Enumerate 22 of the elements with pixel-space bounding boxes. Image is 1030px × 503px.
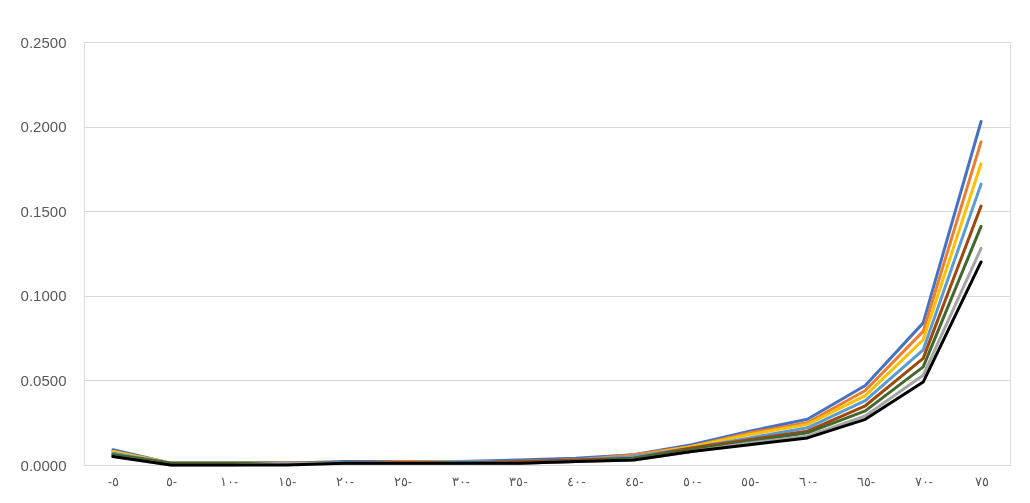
x-tick-label: ٢٥- xyxy=(393,473,412,489)
y-tick-label: 0.0500 xyxy=(20,371,67,389)
x-tick-label: ٦٠- xyxy=(798,473,818,489)
x-tick-label: -٥ xyxy=(107,473,120,489)
x-tick-label: ٢٠- xyxy=(335,473,355,489)
x-tick-label: ٣٥- xyxy=(509,473,528,489)
x-tick-label: ٧٠- xyxy=(914,473,933,489)
x-tick-label: ١٠- xyxy=(220,473,239,489)
y-tick-label: 0.1000 xyxy=(20,287,67,305)
y-tick-label: 0.1500 xyxy=(20,202,67,220)
x-tick-label: ٦٥- xyxy=(856,473,875,489)
x-tick-label: ١٥- xyxy=(277,473,297,489)
x-tick-label: ٥٥- xyxy=(740,473,760,489)
x-tick-label: ٥- xyxy=(165,473,177,489)
x-tick-label: ٤٠- xyxy=(567,473,586,489)
y-tick-label: 0.2500 xyxy=(20,33,67,51)
x-tick-label: ٥٠- xyxy=(683,473,702,489)
x-tick-label: ٤٥- xyxy=(625,473,644,489)
x-tick-label: ٣٠- xyxy=(451,473,470,489)
y-tick-label: 0.2000 xyxy=(20,118,67,136)
y-tick-label: 0.0000 xyxy=(20,456,67,474)
x-tick-label: ٧٥ xyxy=(974,473,989,489)
